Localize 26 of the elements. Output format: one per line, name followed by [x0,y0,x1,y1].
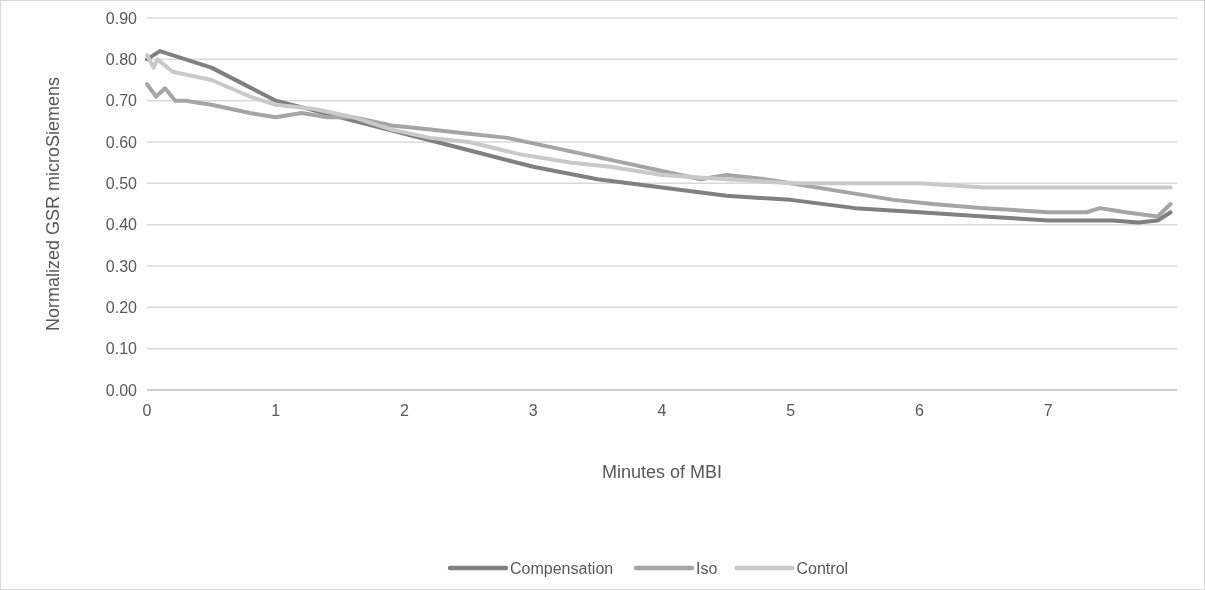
x-tick-label: 4 [657,402,667,419]
x-tick-label: 6 [915,402,925,419]
x-tick-label: 5 [786,402,796,419]
y-tick-label: 0.40 [105,216,138,234]
line-series [145,82,1173,219]
x-tick-label: 2 [400,402,410,419]
y-tick-label: 0.70 [105,92,138,110]
legend-label: Iso [696,559,718,577]
legend-label: Control [796,559,849,577]
y-tick-label: 0.00 [105,381,138,399]
y-tick-label: 0.20 [105,298,138,316]
y-tick-label: 0.80 [105,50,138,68]
y-tick-label: 0.90 [105,9,138,27]
y-tick-label: 0.50 [105,174,138,192]
x-tick-label: 0 [142,402,152,419]
y-axis-title: Normalized GSR microSiemens [43,76,63,332]
y-tick-label: 0.30 [105,257,138,275]
x-tick-label: 1 [271,402,281,419]
x-axis-title: Minutes of MBI [601,462,723,482]
line-series [145,53,1173,190]
legend-label: Compensation [510,559,614,577]
y-tick-label: 0.60 [105,133,138,151]
y-tick-label: 0.10 [105,340,138,358]
x-tick-label: 7 [1043,402,1053,419]
x-tick-label: 3 [528,402,538,419]
line-series [145,49,1173,225]
